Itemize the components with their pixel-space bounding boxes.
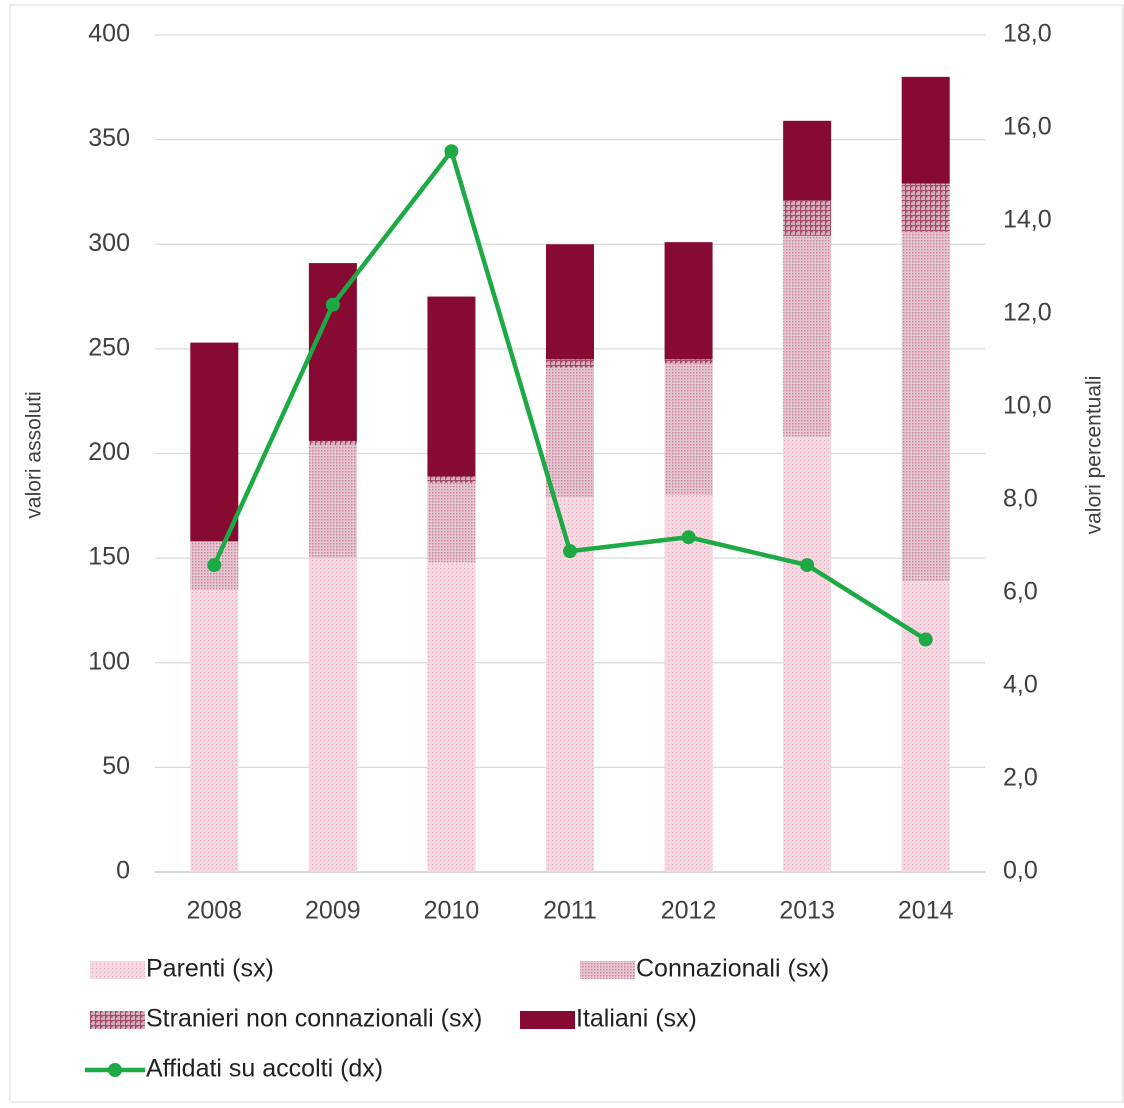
y2-tick-label: 10,0 [1003,392,1052,420]
bar-segment [664,363,713,496]
bar-segment [427,296,476,477]
legend-swatch [90,1011,145,1029]
bar-segment [546,244,594,360]
x-tick-label: 2010 [424,897,480,925]
bar-segment [308,440,357,446]
y-tick-label: 250 [88,333,130,361]
bar-segment [664,359,713,364]
y-tick-label: 0 [116,857,130,885]
bar-segment [901,581,950,872]
bar-segment [901,183,950,232]
bar-segment [901,76,950,184]
bar-segment [308,263,357,441]
line-marker [325,297,340,312]
y-tick-label: 300 [88,229,130,257]
x-tick-label: 2011 [543,897,597,925]
legend-label: Connazionali (sx) [636,955,829,983]
y-tick-label: 400 [88,20,130,48]
bar-segment [190,589,239,872]
bar-segment [783,200,832,236]
legend-label: Affidati su accolti (dx) [146,1055,383,1083]
legend-label: Italiani (sx) [576,1005,697,1033]
bar-segment [664,242,713,360]
y2-tick-label: 4,0 [1003,671,1038,699]
bar-segment [664,495,713,872]
x-tick-label: 2009 [305,897,361,925]
line-marker [444,144,459,159]
y-axis-title: valori assoluti [23,391,46,518]
y2-tick-label: 2,0 [1003,764,1038,792]
y-tick-label: 50 [102,752,130,780]
legend-label: Parenti (sx) [146,955,274,983]
y2-tick-label: 6,0 [1003,578,1038,606]
legend-swatch [90,961,145,979]
bar-segment [783,120,832,201]
y2-tick-label: 12,0 [1003,299,1052,327]
x-tick-label: 2012 [661,897,717,925]
y-tick-label: 350 [88,124,130,152]
line-marker [918,632,933,647]
y2-tick-label: 18,0 [1003,20,1052,48]
y-tick-label: 100 [88,647,130,675]
line-marker [681,530,696,545]
bar-segment [783,436,832,872]
y2-tick-label: 0,0 [1003,857,1038,885]
bar-segment [546,359,594,368]
y2-tick-label: 14,0 [1003,206,1052,234]
x-tick-label: 2014 [898,897,954,925]
bar-segment [427,476,476,483]
bar-segment [190,342,239,542]
bar-segment [308,445,357,559]
legend-label: Stranieri non connazionali (sx) [146,1005,482,1033]
x-tick-label: 2013 [779,897,835,925]
line-marker [207,558,222,573]
y-tick-label: 150 [88,543,130,571]
bar-segment [546,497,594,872]
bar-segment [783,235,832,437]
bar-segment [546,367,594,498]
bar-segment [427,562,476,872]
bar-segment [901,231,950,582]
x-tick-label: 2008 [186,897,242,925]
y2-tick-label: 8,0 [1003,485,1038,513]
y2-axis-title: valori percentuali [1083,376,1106,535]
legend-swatch [580,961,635,979]
y-tick-label: 200 [88,438,130,466]
bar-segment [427,482,476,563]
legend-swatch [520,1011,575,1029]
bar-segment [308,558,357,872]
legend-marker [108,1063,122,1077]
y2-tick-label: 16,0 [1003,113,1052,141]
line-marker [800,558,815,573]
line-marker [563,544,577,559]
